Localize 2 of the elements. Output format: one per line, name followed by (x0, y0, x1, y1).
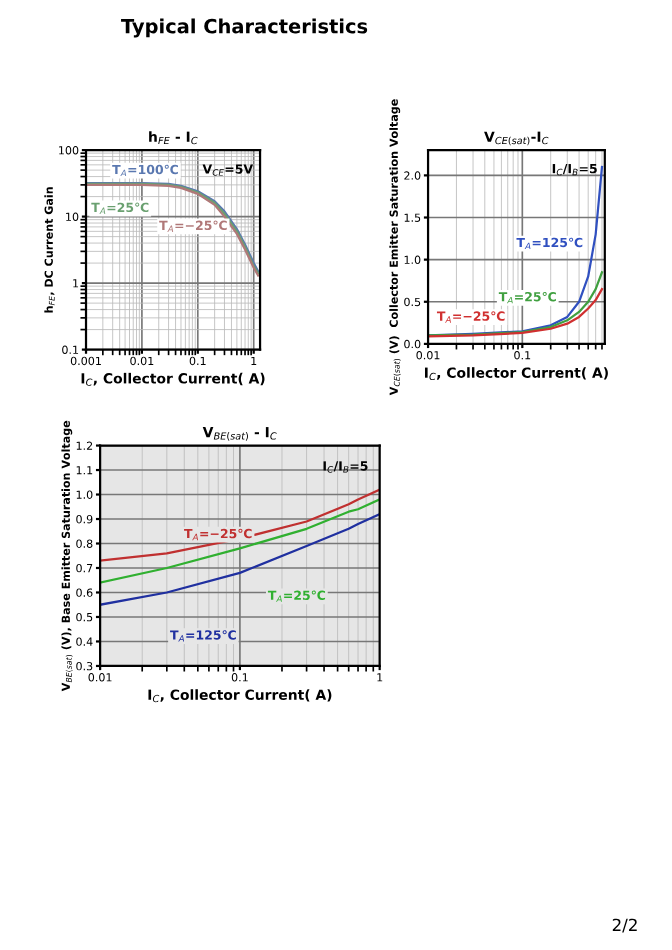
text: 2/2 (612, 918, 637, 933)
text: Typical Characteristics (121, 18, 368, 38)
